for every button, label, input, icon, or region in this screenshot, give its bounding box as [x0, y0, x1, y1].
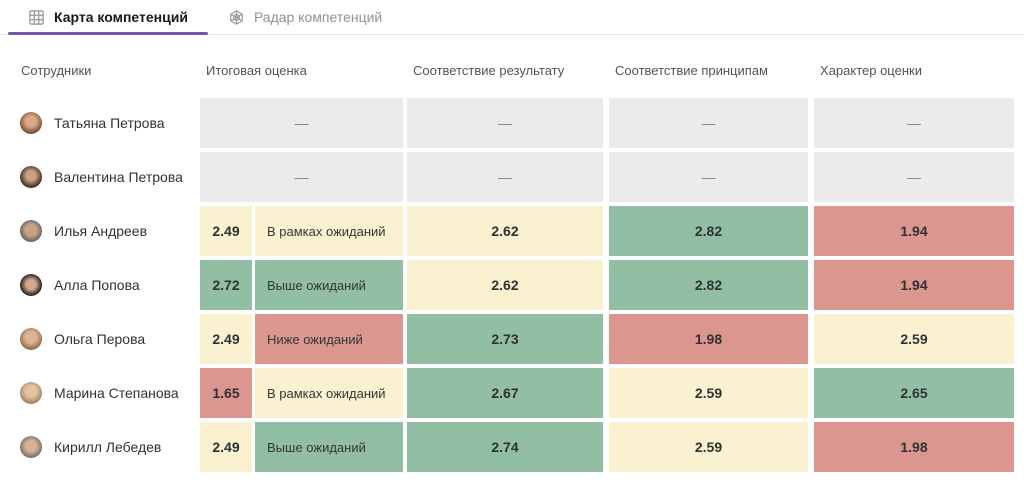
result-score-cell: — [407, 152, 603, 202]
character-score-cell: — [814, 152, 1014, 202]
principles-score-cell: 2.82 [609, 260, 808, 310]
result-score-cell: 2.67 [407, 368, 603, 418]
employee-name: Валентина Петрова [54, 169, 183, 185]
employee-cell: Татьяна Петрова [0, 98, 200, 148]
result-score-cell: — [407, 98, 603, 148]
table-row: Алла Попова 2.72 Выше ожиданий 2.62 2.82… [0, 260, 1024, 310]
character-score-cell: 2.59 [814, 314, 1014, 364]
character-score-cell: 1.98 [814, 422, 1014, 472]
principles-score-cell: — [609, 98, 808, 148]
grid-icon [28, 9, 45, 26]
character-score-cell: 1.94 [814, 206, 1014, 256]
avatar [20, 166, 42, 188]
employee-name: Марина Степанова [54, 385, 179, 401]
tab-label: Карта компетенций [54, 9, 188, 25]
avatar [20, 274, 42, 296]
header-score-character: Характер оценки [820, 62, 922, 78]
table-row: Марина Степанова 1.65 В рамках ожиданий … [0, 368, 1024, 418]
table-header: Сотрудники Итоговая оценка Соответствие … [0, 55, 1024, 85]
total-score-cell: 2.49 [200, 206, 252, 256]
competency-table: Сотрудники Итоговая оценка Соответствие … [0, 35, 1024, 472]
employee-name: Илья Андреев [54, 223, 148, 239]
total-score-cell: — [200, 98, 403, 148]
employee-name: Алла Попова [54, 277, 140, 293]
table-row: Татьяна Петрова — — — — [0, 98, 1024, 148]
tab-competency-radar[interactable]: Радар компетенций [208, 0, 402, 34]
total-score-cell: — [200, 152, 403, 202]
result-score-cell: 2.73 [407, 314, 603, 364]
total-score-cell: 1.65 [200, 368, 252, 418]
employee-cell: Кирилл Лебедев [0, 422, 200, 472]
avatar [20, 220, 42, 242]
total-label-cell: Выше ожиданий [255, 260, 403, 310]
avatar [20, 382, 42, 404]
employee-cell: Илья Андреев [0, 206, 200, 256]
result-score-cell: 2.74 [407, 422, 603, 472]
total-score-cell: 2.49 [200, 422, 252, 472]
principles-score-cell: 2.82 [609, 206, 808, 256]
result-score-cell: 2.62 [407, 206, 603, 256]
header-employees: Сотрудники [21, 62, 92, 78]
result-score-cell: 2.62 [407, 260, 603, 310]
total-score-cell: 2.49 [200, 314, 252, 364]
character-score-cell: 1.94 [814, 260, 1014, 310]
total-score-cell: 2.72 [200, 260, 252, 310]
competency-page: Карта компетенций Радар компетенций Сотр… [0, 0, 1024, 472]
principles-score-cell: — [609, 152, 808, 202]
header-result-match: Соответствие результату [413, 62, 565, 78]
radar-icon [228, 9, 245, 26]
tab-label: Радар компетенций [253, 9, 383, 25]
table-row: Ольга Перова 2.49 Ниже ожиданий 2.73 1.9… [0, 314, 1024, 364]
character-score-cell: — [814, 98, 1014, 148]
principles-score-cell: 2.59 [609, 368, 808, 418]
total-label-cell: Ниже ожиданий [255, 314, 403, 364]
tab-bar: Карта компетенций Радар компетенций [0, 0, 1024, 35]
total-label-cell: Выше ожиданий [255, 422, 403, 472]
avatar [20, 436, 42, 458]
character-score-cell: 2.65 [814, 368, 1014, 418]
total-label-cell: В рамках ожиданий [255, 368, 403, 418]
employee-cell: Ольга Перова [0, 314, 200, 364]
header-total-score: Итоговая оценка [206, 62, 307, 78]
employee-cell: Марина Степанова [0, 368, 200, 418]
table-row: Кирилл Лебедев 2.49 Выше ожиданий 2.74 2… [0, 422, 1024, 472]
avatar [20, 328, 42, 350]
principles-score-cell: 1.98 [609, 314, 808, 364]
avatar [20, 112, 42, 134]
employee-cell: Валентина Петрова [0, 152, 200, 202]
employee-name: Татьяна Петрова [54, 115, 165, 131]
principles-score-cell: 2.59 [609, 422, 808, 472]
header-principles-match: Соответствие принципам [615, 62, 768, 78]
employee-name: Кирилл Лебедев [54, 439, 162, 455]
tab-competency-map[interactable]: Карта компетенций [8, 0, 208, 35]
table-row: Илья Андреев 2.49 В рамках ожиданий 2.62… [0, 206, 1024, 256]
employee-cell: Алла Попова [0, 260, 200, 310]
table-row: Валентина Петрова — — — — [0, 152, 1024, 202]
total-label-cell: В рамках ожиданий [255, 206, 403, 256]
employee-name: Ольга Перова [54, 331, 146, 347]
